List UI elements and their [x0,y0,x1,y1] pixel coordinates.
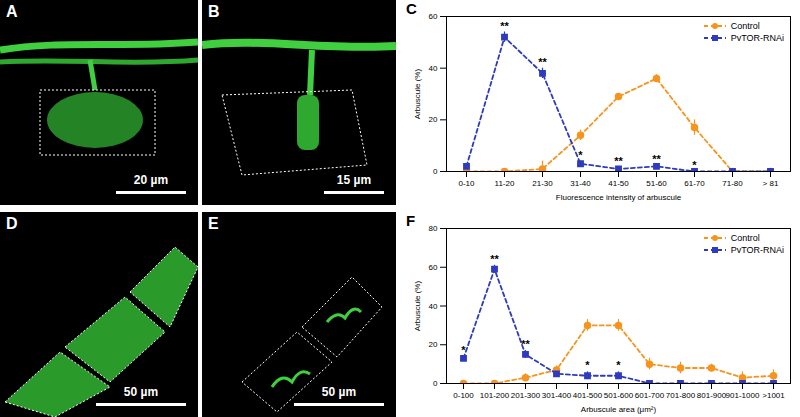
svg-text:60: 60 [429,12,438,21]
html-text:50 µm: 50 µm [321,385,357,399]
svg-text:51-60: 51-60 [646,179,667,188]
svg-text:60: 60 [429,263,438,272]
svg-text:*: * [692,159,697,171]
svg-text:501-600: 501-600 [604,391,634,400]
svg-text:101-200: 101-200 [480,391,510,400]
svg-text:301-400: 301-400 [542,391,572,400]
svg-text:601-700: 601-700 [635,391,665,400]
html-text:PvTOR-RNAi: PvTOR-RNAi [730,245,784,255]
html-text:F: F [406,212,416,229]
svg-text:0-100: 0-100 [453,391,474,400]
html-text:B: B [208,3,220,20]
svg-text:11-20: 11-20 [495,179,515,188]
svg-text:**: ** [652,153,661,165]
svg-text:21-30: 21-30 [532,179,553,188]
html-text:PvTOR-RNAi: PvTOR-RNAi [730,33,784,43]
svg-text:**: ** [500,20,509,32]
svg-text:31-40: 31-40 [570,179,591,188]
svg-text:401-500: 401-500 [573,391,603,400]
svg-text:40: 40 [429,302,438,311]
svg-text:201-300: 201-300 [511,391,541,400]
html-text:Control: Control [730,21,760,31]
svg-text:80: 80 [429,224,438,233]
svg-text:Arbuscule (%): Arbuscule (%) [413,69,422,120]
svg-text:20: 20 [429,115,438,124]
svg-text:>1001: >1001 [762,391,785,400]
html-text:A: A [6,3,18,20]
svg-text:*: * [461,344,466,356]
html-text:C: C [406,0,417,17]
svg-text:41-50: 41-50 [608,179,629,188]
svg-text:40: 40 [429,64,438,73]
svg-text:801-900: 801-900 [697,391,727,400]
svg-text:*: * [616,359,621,371]
svg-text:Arbuscule area (μm²): Arbuscule area (μm²) [581,405,657,414]
html-text:Control: Control [730,233,760,243]
svg-text:701-800: 701-800 [666,391,696,400]
svg-text:> 81: > 81 [763,179,779,188]
svg-text:Arbuscule (%): Arbuscule (%) [413,281,422,332]
svg-text:Fluorescence intensity of arbu: Fluorescence intensity of arbuscule [556,193,682,202]
html-text:E: E [208,215,219,232]
svg-text:**: ** [521,338,530,350]
svg-text:**: ** [538,56,547,68]
svg-text:**: ** [490,253,499,265]
svg-text:**: ** [614,155,623,167]
svg-text:20: 20 [429,340,438,349]
svg-text:0: 0 [433,167,438,176]
svg-text:71-80: 71-80 [722,179,743,188]
html-text:20 µm: 20 µm [133,173,169,187]
svg-text:*: * [578,149,583,161]
html-text:50 µm: 50 µm [123,385,159,399]
svg-text:0: 0 [433,379,438,388]
svg-text:*: * [585,359,590,371]
html-text:15 µm: 15 µm [336,173,372,187]
svg-text:0-10: 0-10 [458,179,475,188]
svg-text:901-1000: 901-1000 [726,391,760,400]
svg-text:61-70: 61-70 [684,179,705,188]
html-text:D: D [6,215,18,232]
